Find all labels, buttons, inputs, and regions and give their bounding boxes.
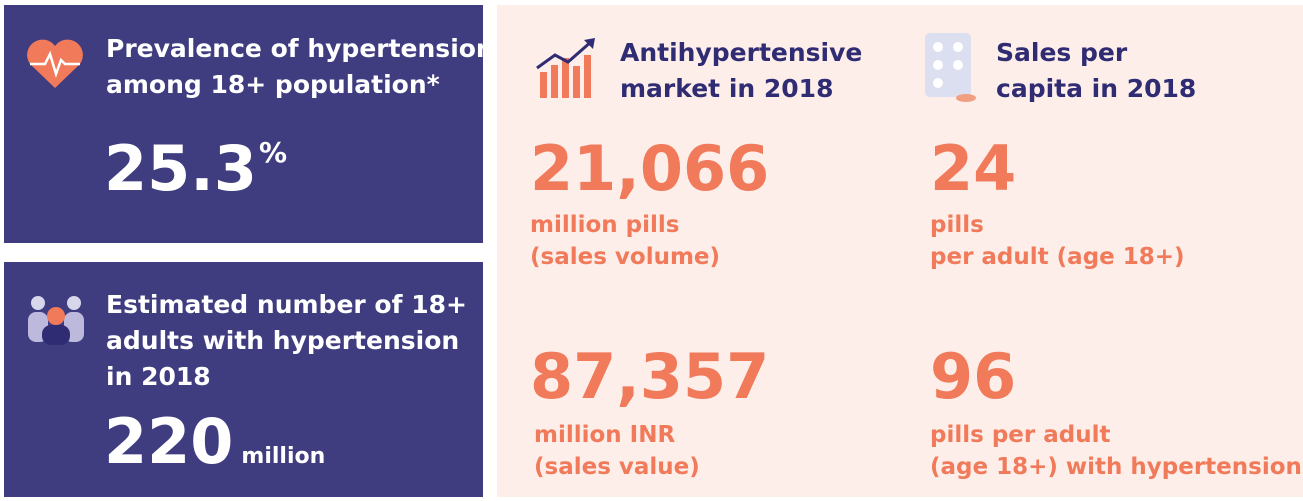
stat-label: per adult (age 18+) [930, 244, 1185, 270]
panel-unit: million [241, 444, 325, 469]
pills-icon [925, 33, 976, 102]
panel [4, 262, 483, 497]
heart-icon [27, 39, 83, 88]
stat-label: pills per adult [930, 422, 1110, 448]
chart-icon [536, 38, 595, 98]
panel-value: 220 [104, 405, 233, 478]
stat-label: million pills [530, 212, 680, 238]
people-icon [28, 296, 84, 345]
stat-value: 24 [930, 132, 1016, 205]
panel-title: among 18+ population* [106, 70, 440, 99]
panel-title: in 2018 [106, 362, 211, 391]
panel-title: adults with hypertension [106, 326, 459, 355]
stat-label: (age 18+) with hypertension [930, 454, 1302, 480]
section-title: market in 2018 [620, 74, 833, 103]
panel-title: Prevalence of hypertension [106, 34, 494, 63]
panel-unit: % [259, 136, 287, 169]
stat-label: million INR [534, 422, 675, 448]
panel [4, 5, 483, 243]
stat-value: 21,066 [530, 132, 769, 205]
panel-title: Estimated number of 18+ [106, 290, 467, 319]
section-title: Sales per [996, 38, 1128, 67]
stat-value: 87,357 [530, 340, 769, 413]
stat-value: 96 [930, 340, 1016, 413]
stat-label: (sales value) [534, 454, 700, 480]
panel [497, 5, 1303, 497]
stat-label: (sales volume) [530, 244, 720, 270]
section-title: capita in 2018 [996, 74, 1196, 103]
stat-label: pills [930, 212, 984, 238]
section-title: Antihypertensive [620, 38, 862, 67]
panel-value: 25.3 [104, 132, 257, 205]
